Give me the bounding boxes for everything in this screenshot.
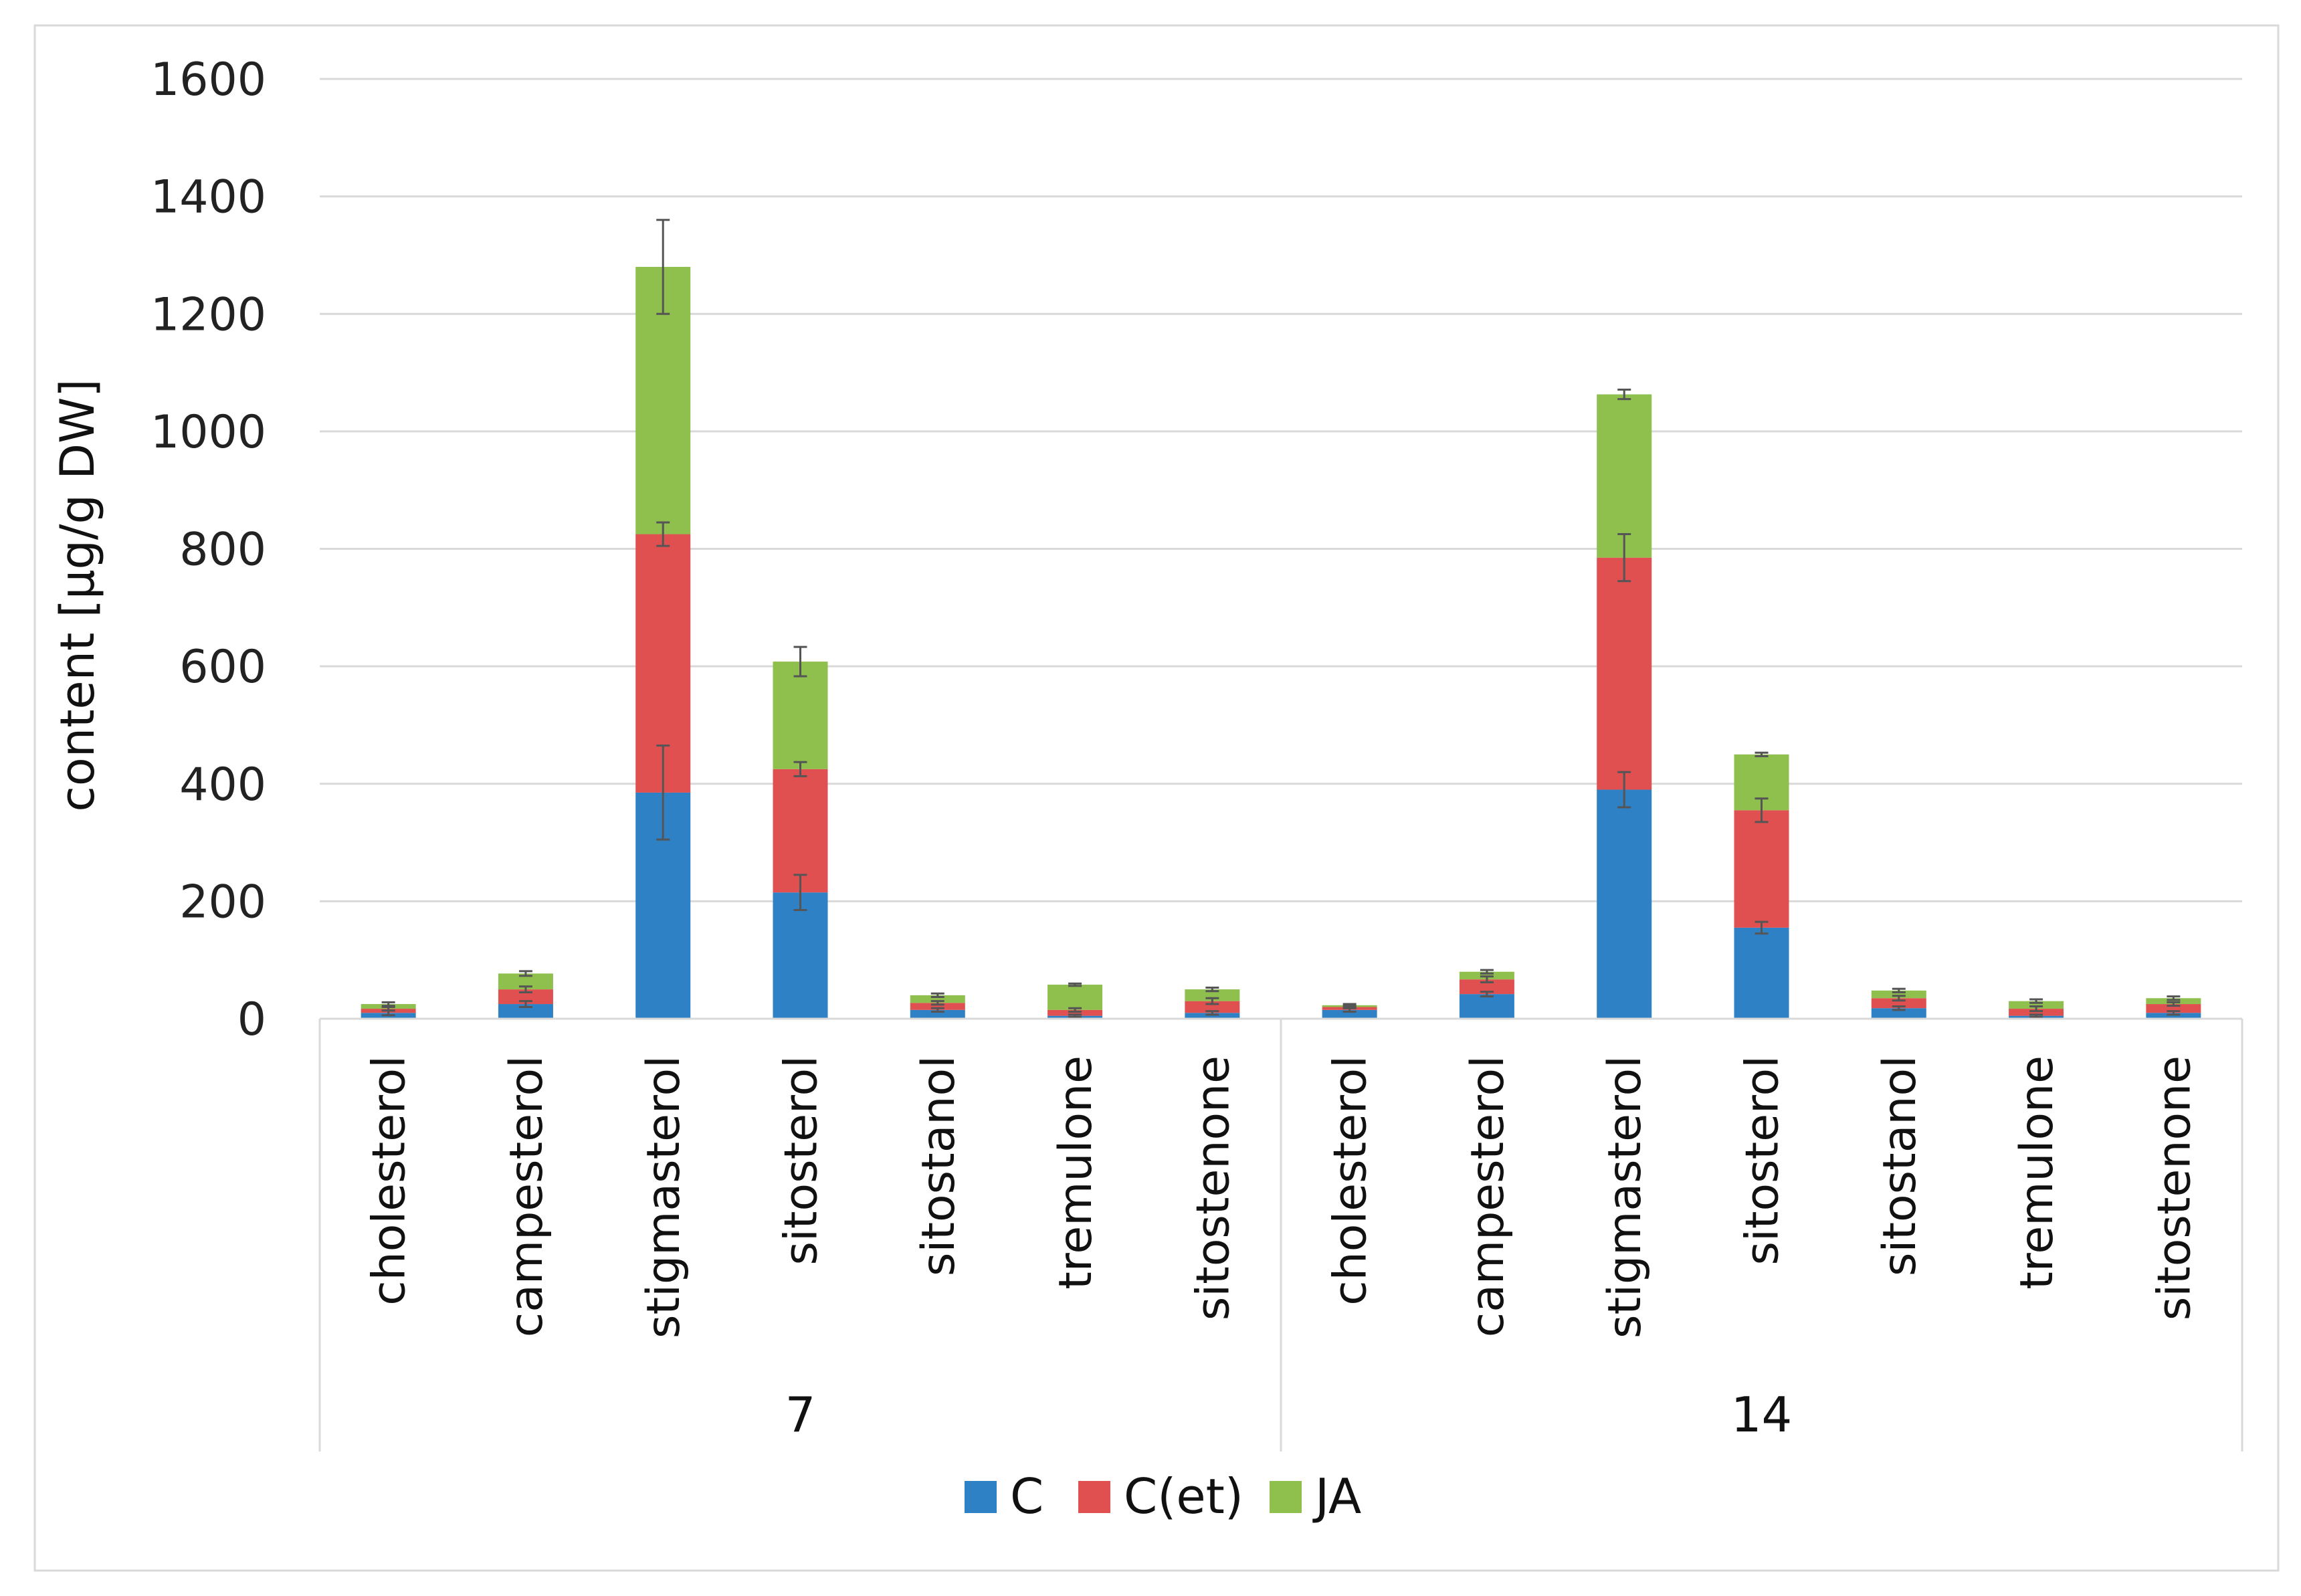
bar-C-sitostanol-7	[910, 1009, 965, 1019]
error-bars	[381, 219, 2181, 1018]
legend-swatch-JA	[1270, 1481, 1302, 1513]
bar-C(et)-stigmasterol-14	[1597, 557, 1652, 790]
legend-label: C(et)	[1124, 1468, 1243, 1524]
y-tick-label: 1200	[151, 288, 266, 341]
x-category-label: sitosterol	[1736, 1056, 1789, 1265]
bar-JA-sitosterol-7	[773, 662, 828, 769]
y-tick-label: 600	[179, 641, 266, 694]
x-category-label: stigmasterol	[637, 1056, 690, 1338]
axes	[318, 1017, 2243, 1452]
bar-JA-campesterol-7	[498, 973, 553, 990]
x-category-label: sitostenone	[2148, 1056, 2201, 1320]
bar-C(et)-campesterol-7	[498, 989, 553, 1005]
bar-C(et)-sitostanol-14	[1871, 998, 1926, 1009]
x-category-label: campesterol	[1462, 1056, 1514, 1337]
legend-label: JA	[1312, 1468, 1361, 1524]
bars	[361, 267, 2201, 1019]
x-category-label: stigmasterol	[1599, 1056, 1652, 1338]
y-tick-label: 1400	[151, 171, 266, 224]
y-tick-label: 400	[179, 759, 266, 811]
x-category-label: cholesterol	[1324, 1056, 1377, 1306]
bar-JA-stigmasterol-14	[1597, 394, 1652, 558]
x-group-label: 7	[785, 1387, 816, 1443]
x-category-label: campesterol	[500, 1056, 553, 1337]
y-axis-title: content [µg/g DW]	[50, 379, 105, 811]
x-category-label: tremulone	[2011, 1056, 2064, 1290]
y-tick-label: 800	[179, 524, 266, 577]
bar-C(et)-tremulone-14	[2009, 1009, 2064, 1016]
bar-C-campesterol-14	[1459, 994, 1514, 1019]
legend-swatch-C(et)	[1078, 1481, 1110, 1513]
bar-JA-sitostenone-7	[1185, 989, 1240, 1001]
labels: 0 200 400 600 800 1000 1200 1400 1600 cholesterol…	[151, 54, 2201, 1443]
bar-JA-tremulone-14	[2009, 1001, 2064, 1009]
bar-C(et)-sitostanol-7	[910, 1003, 965, 1010]
bar-C(et)-sitostenone-7	[1185, 1001, 1240, 1013]
y-tick-label: 1600	[151, 54, 266, 106]
bar-C(et)-tremulone-7	[1047, 1009, 1103, 1016]
y-tick-label: 200	[179, 876, 266, 928]
bar-JA-sitostanol-14	[1871, 990, 1926, 999]
x-group-label: 14	[1731, 1387, 1793, 1443]
bar-C-sitosterol-14	[1734, 927, 1789, 1019]
x-category-label: tremulone	[1049, 1056, 1102, 1290]
bar-C-stigmasterol-14	[1597, 789, 1652, 1019]
bar-JA-sitostenone-14	[2146, 998, 2201, 1005]
legend-label: C	[1010, 1468, 1043, 1524]
bar-JA-sitostanol-7	[910, 995, 965, 1003]
bar-C-sitostenone-7	[1185, 1013, 1240, 1019]
bar-C(et)-sitosterol-14	[1734, 810, 1789, 928]
bar-C-cholesterol-14	[1322, 1009, 1377, 1019]
bar-C(et)-sitosterol-7	[773, 769, 828, 893]
y-tick-label: 1000	[151, 406, 266, 459]
y-tick-label: 0	[237, 993, 266, 1046]
bar-C-campesterol-7	[498, 1004, 553, 1019]
x-category-label: cholesterol	[363, 1056, 416, 1306]
legend: C C(et) JA	[965, 1468, 1361, 1524]
chart-border	[33, 24, 2280, 1572]
x-category-label: sitostenone	[1187, 1056, 1239, 1320]
legend-swatch-C	[965, 1481, 997, 1513]
x-category-label: sitostanol	[912, 1056, 965, 1276]
x-category-label: sitosterol	[775, 1056, 828, 1265]
bar-C(et)-campesterol-14	[1459, 979, 1514, 995]
bar-C(et)-sitostenone-14	[2146, 1004, 2201, 1013]
bar-C-sitostenone-14	[2146, 1013, 2201, 1019]
bar-JA-tremulone-7	[1047, 985, 1103, 1010]
bar-C-sitosterol-7	[773, 892, 828, 1019]
bar-C-sitostanol-14	[1871, 1008, 1926, 1019]
x-category-label: sitostanol	[1874, 1056, 1926, 1276]
